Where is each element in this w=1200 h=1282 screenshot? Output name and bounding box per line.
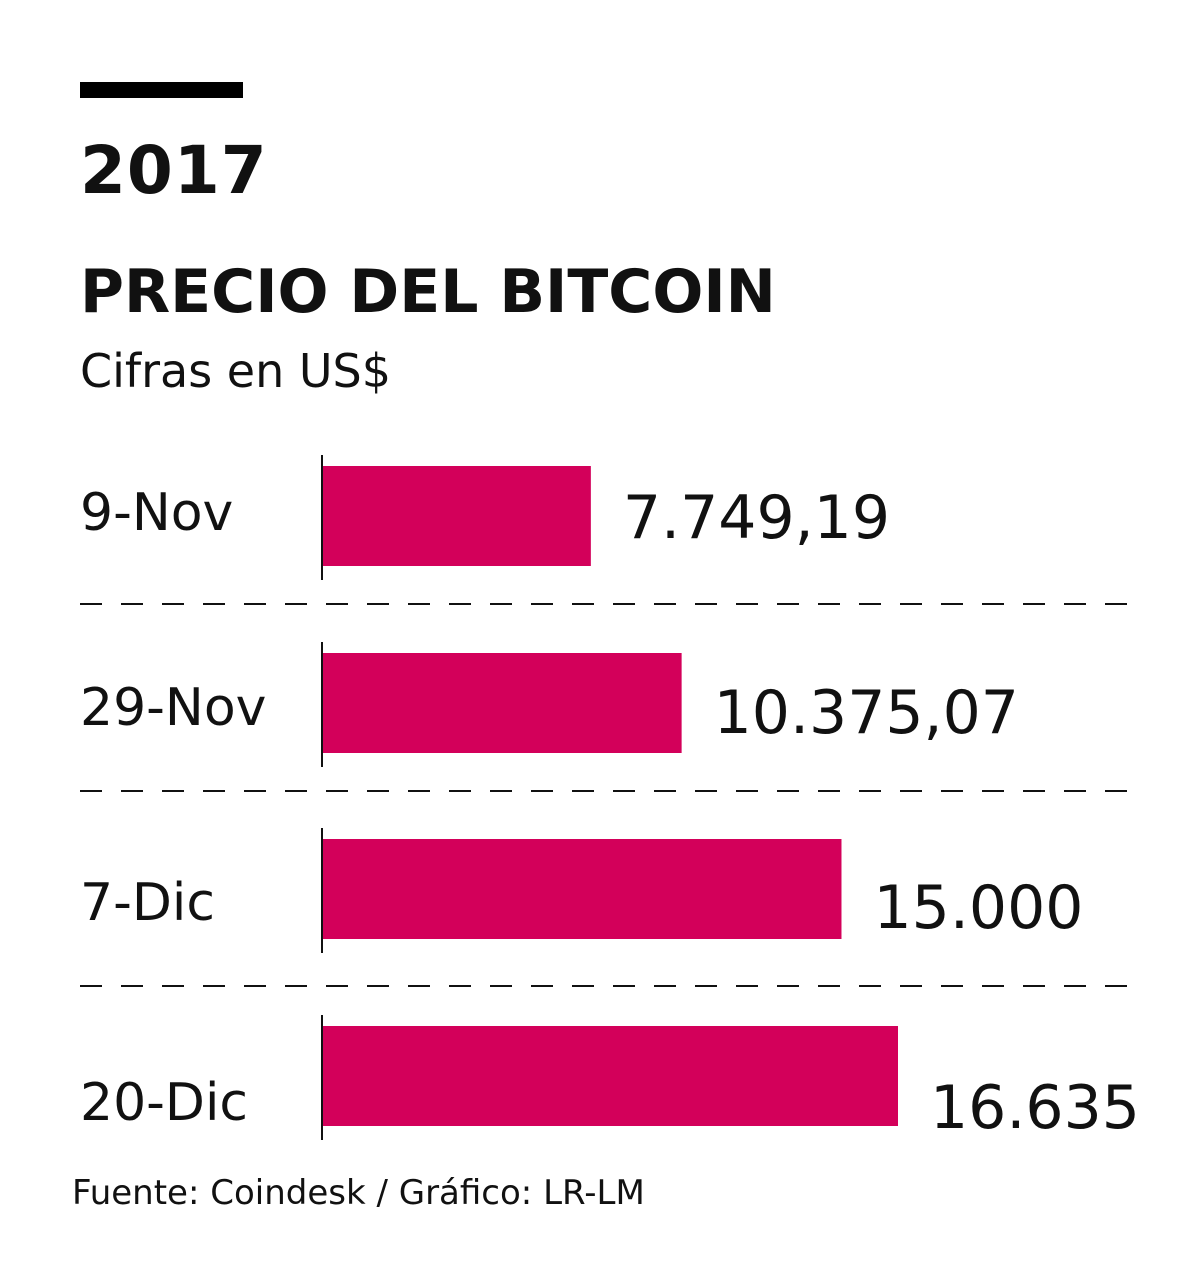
- accent-bar: [80, 82, 243, 98]
- chart-title: PRECIO DEL BITCOIN: [80, 257, 776, 327]
- bar: [323, 1026, 898, 1126]
- value-label: 16.635: [930, 1073, 1140, 1143]
- category-label: 9-Nov: [80, 483, 233, 543]
- value-label: 10.375,07: [714, 678, 1019, 748]
- category-label: 7-Dic: [80, 873, 215, 933]
- chart-subtitle: Cifras en US$: [80, 344, 391, 398]
- value-label: 15.000: [873, 873, 1083, 943]
- category-label: 20-Dic: [80, 1073, 248, 1133]
- bar: [323, 839, 842, 939]
- year-label: 2017: [80, 132, 268, 209]
- bar: [323, 653, 682, 753]
- source-note: Fuente: Coindesk / Gráfico: LR-LM: [72, 1173, 645, 1213]
- bar: [323, 466, 591, 566]
- value-label: 7.749,19: [623, 483, 890, 553]
- category-label: 29-Nov: [80, 678, 266, 738]
